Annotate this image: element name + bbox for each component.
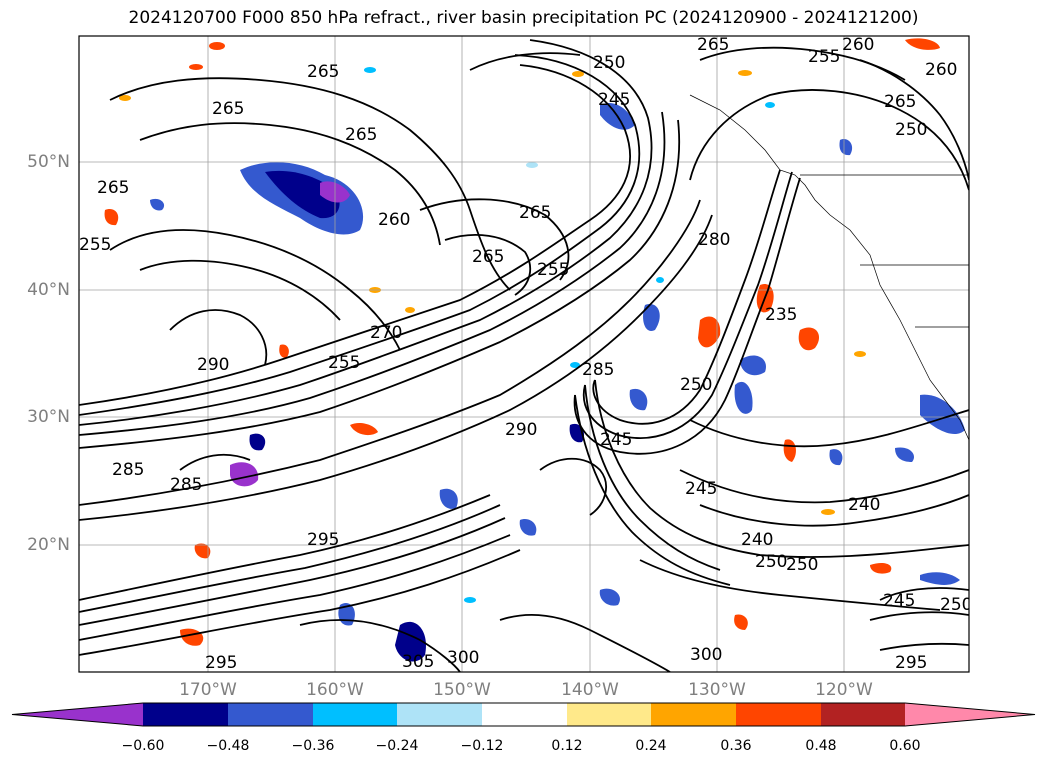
contour-label: 250 xyxy=(895,120,927,140)
lat-label-20n: 20°N xyxy=(27,535,70,555)
lon-label-160w: 160°W xyxy=(306,680,364,700)
contour-label: 305 xyxy=(402,652,434,672)
lon-label-130w: 130°W xyxy=(688,680,746,700)
contour-label: 265 xyxy=(345,125,377,145)
contour-label: 255 xyxy=(328,353,360,373)
contour-label: 250 xyxy=(786,555,818,575)
colorbar-tick-label: −0.48 xyxy=(206,738,250,754)
map-plot-area: 265 265 265 250 245 255 265 260 265 265 … xyxy=(79,35,972,673)
colorbar-tick-label: 0.36 xyxy=(720,738,752,754)
contour-label: 240 xyxy=(848,495,880,515)
contour-label: 285 xyxy=(112,460,144,480)
contour-label: 245 xyxy=(598,90,630,110)
colorbar-tick-label: 0.60 xyxy=(889,738,921,754)
colorbar-outline xyxy=(11,702,1036,727)
lon-label-150w: 150°W xyxy=(433,680,491,700)
contour-label: 265 xyxy=(519,203,551,223)
colorbar-tick-label: −0.12 xyxy=(460,738,504,754)
colorbar-extend-low xyxy=(12,703,143,726)
contour-labels: 265 265 265 250 245 255 265 260 265 265 … xyxy=(79,35,972,673)
contour-label: 255 xyxy=(537,260,569,280)
colorbar-segment xyxy=(313,703,397,726)
contour-label: 290 xyxy=(505,420,537,440)
colorbar-tick-label: 0.12 xyxy=(551,738,583,754)
contour-label: 250 xyxy=(755,552,787,572)
colorbar-segment xyxy=(397,703,482,726)
refractivity-contours xyxy=(79,39,969,672)
contour-label: 270 xyxy=(370,323,402,343)
contour-label: 280 xyxy=(698,230,730,250)
contour-label: 265 xyxy=(472,247,504,267)
contour-label: 235 xyxy=(765,305,797,325)
contour-label: 250 xyxy=(940,595,972,615)
contour-label: 250 xyxy=(593,53,625,73)
contour-label: 300 xyxy=(447,648,479,668)
lon-label-140w: 140°W xyxy=(561,680,619,700)
colorbar-segment xyxy=(651,703,736,726)
colorbar-segment xyxy=(143,703,228,726)
contour-label: 265 xyxy=(212,99,244,119)
colorbar-extend-high xyxy=(905,703,1035,726)
colorbar-tick-label: 0.24 xyxy=(635,738,667,754)
contour-label: 255 xyxy=(808,47,840,67)
contour-label: 295 xyxy=(895,653,927,673)
contour-label: 300 xyxy=(690,645,722,665)
lon-label-120w: 120°W xyxy=(815,680,873,700)
contour-label: 245 xyxy=(685,479,717,499)
lon-label-170w: 170°W xyxy=(179,680,237,700)
lat-label-50n: 50°N xyxy=(27,152,70,172)
contour-label: 285 xyxy=(582,360,614,380)
colorbar-tick-label: −0.60 xyxy=(121,738,165,754)
colorbar-segment xyxy=(228,703,313,726)
colorbar-tick-label: −0.36 xyxy=(291,738,335,754)
map-frame xyxy=(78,35,970,673)
lat-label-30n: 30°N xyxy=(27,407,70,427)
contour-label: 260 xyxy=(378,210,410,230)
contour-label: 260 xyxy=(925,60,957,80)
colorbar-tick-label: 0.48 xyxy=(805,738,837,754)
contour-label: 245 xyxy=(883,591,915,611)
contour-label: 265 xyxy=(697,35,729,55)
colorbar-segment xyxy=(821,703,905,726)
contour-label: 260 xyxy=(842,35,874,55)
contour-label: 265 xyxy=(97,178,129,198)
contour-label: 265 xyxy=(884,92,916,112)
contour-label: 250 xyxy=(680,375,712,395)
contour-label: 245 xyxy=(600,430,632,450)
colorbar-segment xyxy=(736,703,821,726)
lat-label-40n: 40°N xyxy=(27,280,70,300)
contour-label: 265 xyxy=(307,62,339,82)
contour-label: 285 xyxy=(170,475,202,495)
colorbar-segment xyxy=(482,703,567,726)
contour-label: 290 xyxy=(197,355,229,375)
map-title: 2024120700 F000 850 hPa refract., river … xyxy=(128,8,919,28)
colorbar-tick-label: −0.24 xyxy=(375,738,419,754)
contour-label: 295 xyxy=(205,653,237,673)
contour-label: 240 xyxy=(741,530,773,550)
contour-label: 295 xyxy=(307,530,339,550)
precip-anomaly-patches xyxy=(104,38,965,662)
colorbar xyxy=(11,702,1036,727)
colorbar-segment xyxy=(567,703,651,726)
contour-label: 255 xyxy=(79,235,111,255)
coastline xyxy=(689,94,969,441)
